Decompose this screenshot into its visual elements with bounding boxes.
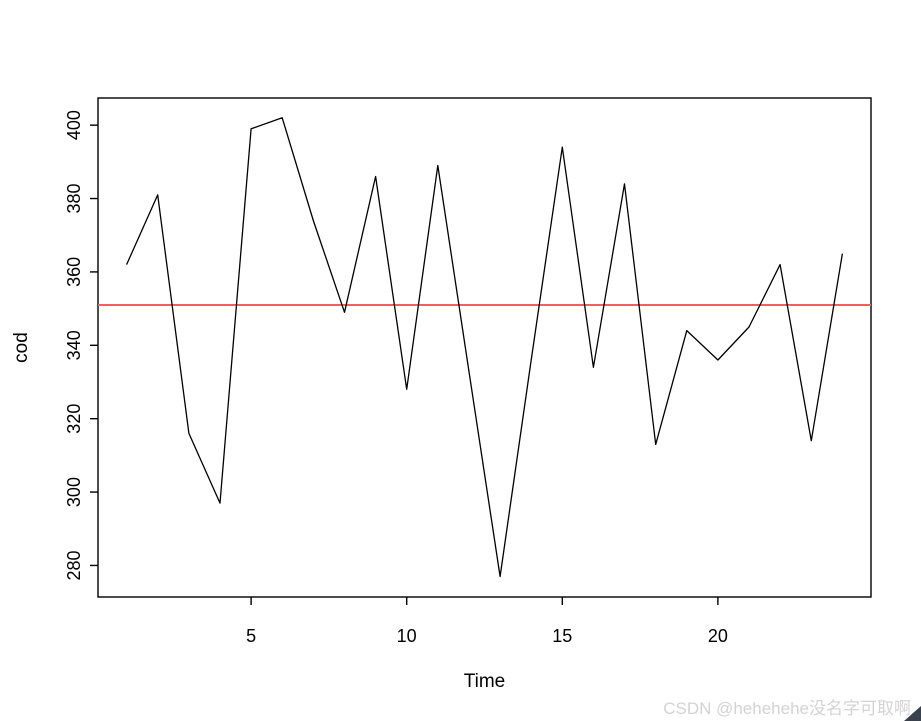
y-axis-tick-label: 340 [64, 330, 84, 360]
y-axis-tick-label: 380 [64, 184, 84, 214]
x-axis-tick-label: 10 [397, 626, 417, 646]
y-axis-tick-label: 360 [64, 257, 84, 287]
csdn-watermark: CSDN @hehehehe没名字可取啊 [663, 699, 911, 718]
y-axis-title: cod [11, 332, 32, 363]
x-axis-tick-label: 20 [708, 626, 728, 646]
y-axis-tick-label: 400 [64, 110, 84, 140]
x-axis-tick-label: 15 [552, 626, 572, 646]
series-line-cod [126, 117, 844, 578]
y-axis-tick-label: 320 [64, 404, 84, 434]
plot-border [97, 97, 872, 598]
x-axis-tick-label: 5 [246, 626, 256, 646]
x-axis-title: Time [464, 671, 506, 692]
y-axis-tick-label: 300 [64, 477, 84, 507]
y-axis-tick-label: 280 [64, 550, 84, 580]
